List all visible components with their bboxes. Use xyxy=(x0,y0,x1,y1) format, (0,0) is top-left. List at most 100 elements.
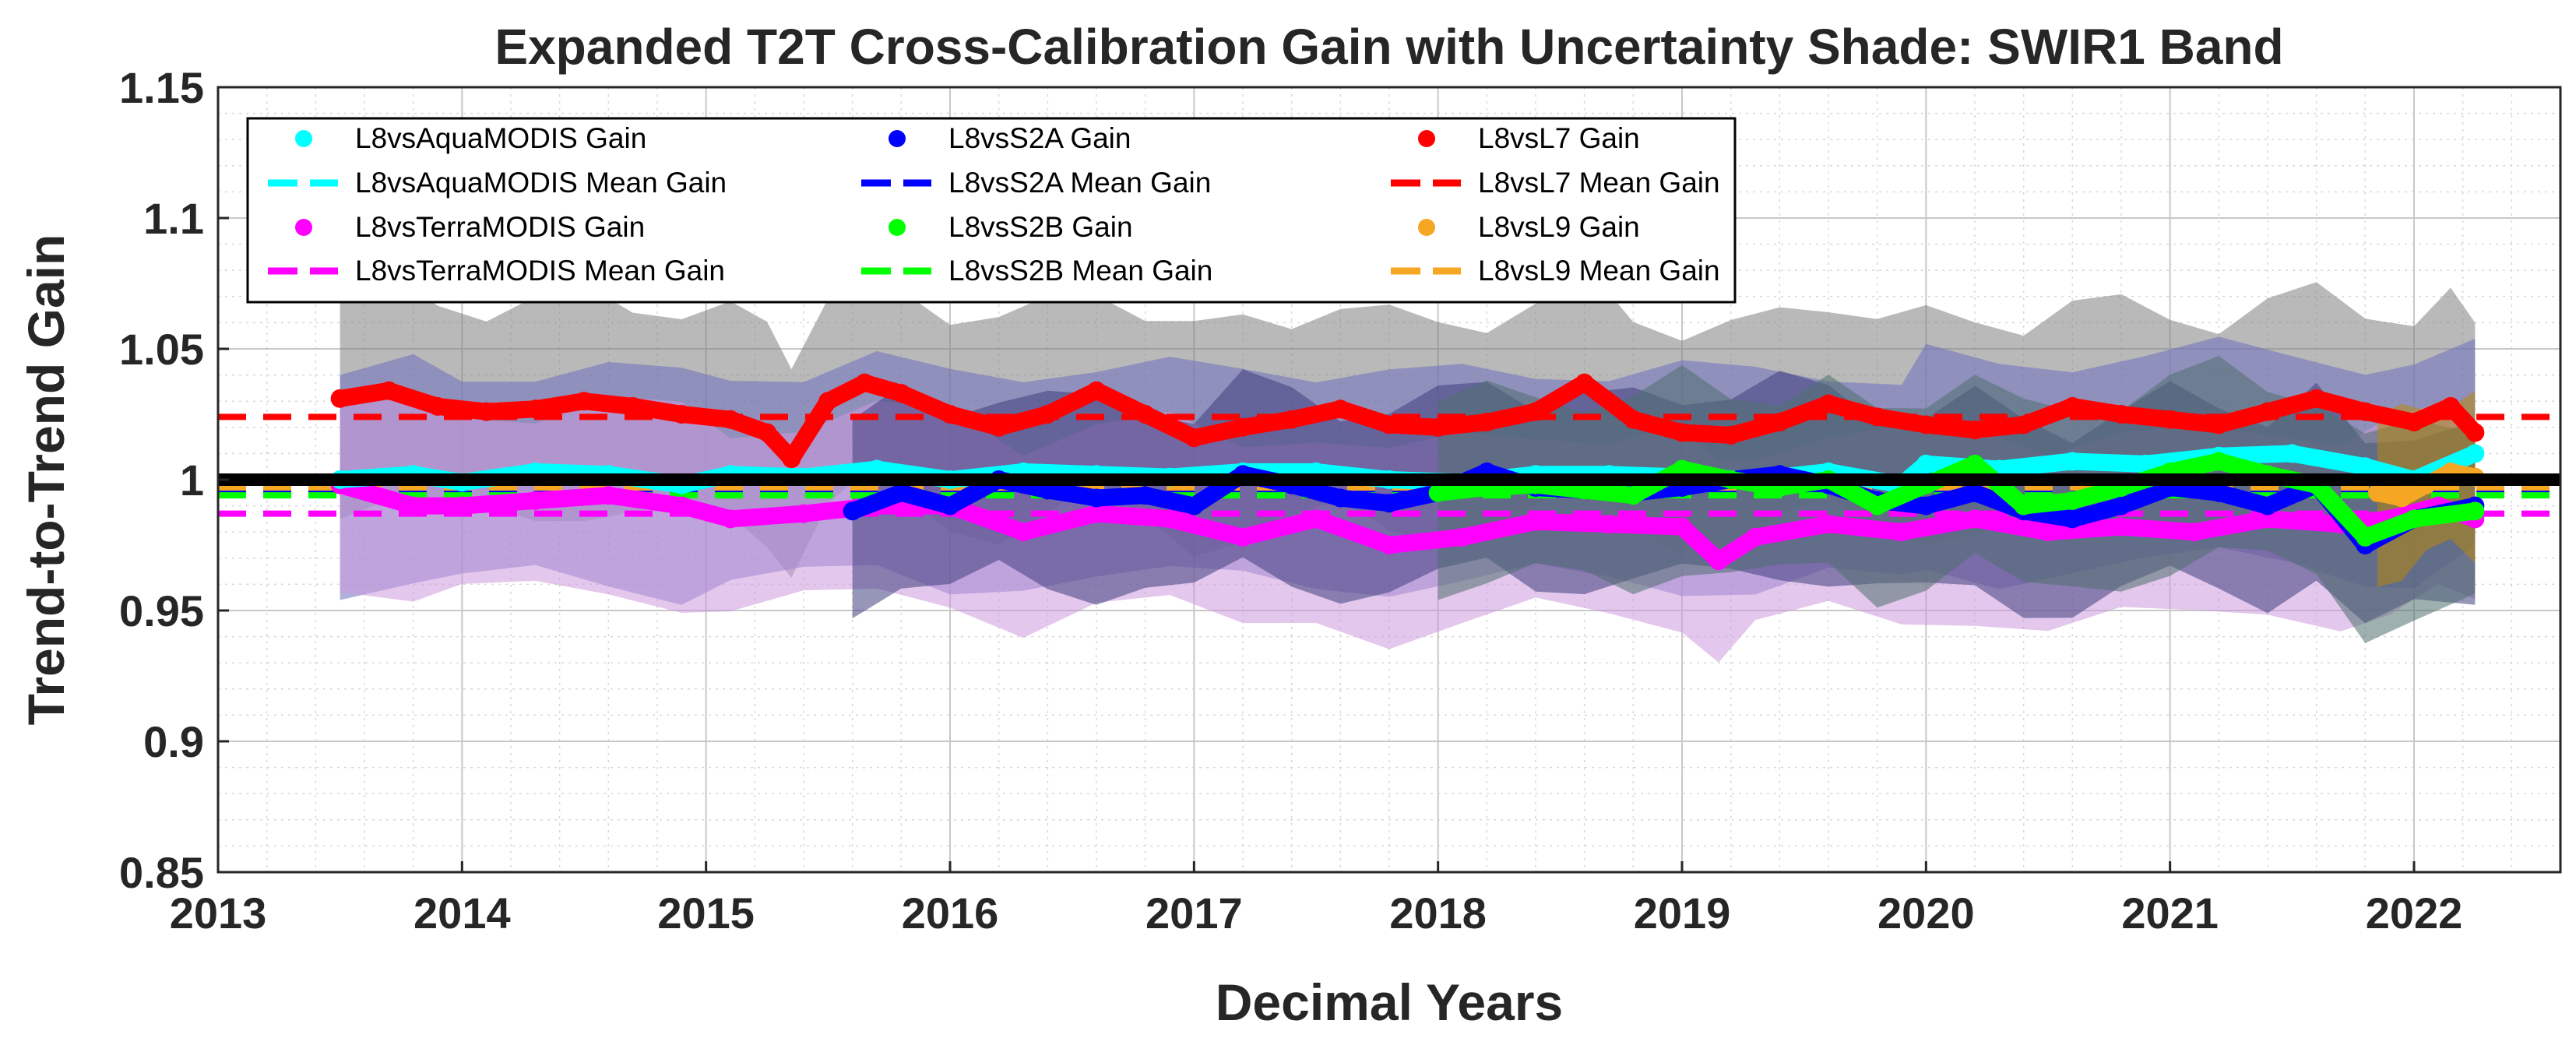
data-point-L8vsTerraMODIS xyxy=(1233,527,1252,547)
data-point-L8vsL7 xyxy=(2307,389,2326,408)
data-point-L8vsL7 xyxy=(2112,405,2131,424)
data-point-L8vsAquaMODIS xyxy=(2356,457,2375,477)
data-point-L8vsL7 xyxy=(782,449,801,469)
x-axis-label: Decimal Years xyxy=(1216,973,1563,1031)
data-point-L8vsL7 xyxy=(379,381,399,400)
data-point-L8vsTerraMODIS xyxy=(1160,509,1179,529)
data-point-L8vsL7 xyxy=(1526,402,1545,421)
chart-title: Expanded T2T Cross-Calibration Gain with… xyxy=(494,19,2283,75)
data-point-L8vsAquaMODIS xyxy=(1916,454,1936,473)
data-point-L8vsL7 xyxy=(477,402,496,421)
data-point-L8vsS2B xyxy=(2356,527,2375,547)
data-point-L8vsL7 xyxy=(1233,417,1252,437)
data-point-L8vsL7 xyxy=(623,396,642,416)
data-point-L8vsTerraMODIS xyxy=(452,496,472,515)
legend-marker-dot xyxy=(1418,219,1435,236)
data-point-L8vsTerraMODIS xyxy=(1965,509,1984,529)
data-point-L8vsL7 xyxy=(1038,405,1057,424)
data-point-L8vsS2A xyxy=(892,483,911,502)
legend-entry-label: L8vsS2A Mean Gain xyxy=(948,167,1211,199)
legend-entry-label: L8vsTerraMODIS Gain xyxy=(355,211,645,243)
data-point-L8vsL7 xyxy=(2405,413,2423,432)
data-point-L8vsS2B xyxy=(2063,491,2082,510)
legend-marker-dot xyxy=(889,130,906,147)
data-point-L8vsL9 xyxy=(2368,483,2387,502)
y-tick-label: 1.15 xyxy=(119,63,204,112)
legend-entry-label: L8vsL9 Mean Gain xyxy=(1478,255,1720,287)
y-axis-ticks: 0.85 0.9 0.95 1 1.05 1.1 1.15 xyxy=(119,63,229,897)
data-point-L8vsTerraMODIS xyxy=(1599,515,1618,534)
data-point-L8vsL7 xyxy=(428,396,447,416)
data-point-L8vsL7 xyxy=(330,389,350,408)
legend-marker-dot xyxy=(889,219,906,236)
data-point-L8vsL7 xyxy=(1673,423,1691,442)
data-point-L8vsL7 xyxy=(989,417,1008,437)
data-point-L8vsS2A xyxy=(1965,483,1984,502)
legend-entry-label: L8vsTerraMODIS Mean Gain xyxy=(355,255,725,287)
data-point-L8vsL7 xyxy=(1721,425,1740,445)
data-point-L8vsL7 xyxy=(2441,396,2460,416)
data-point-L8vsL7 xyxy=(2160,410,2180,429)
data-point-L8vsS2B xyxy=(1428,483,1448,502)
data-point-L8vsTerraMODIS xyxy=(1746,527,1765,547)
data-point-L8vsL7 xyxy=(855,373,875,392)
data-point-L8vsS2B xyxy=(1867,496,1887,515)
y-tick-label: 1.05 xyxy=(119,325,204,374)
data-point-L8vsS2A xyxy=(2258,496,2277,515)
x-tick-label: 2016 xyxy=(902,888,999,938)
data-point-L8vsTerraMODIS xyxy=(1380,536,1399,554)
data-point-L8vsTerraMODIS xyxy=(1819,515,1838,534)
data-point-L8vsL7 xyxy=(1819,394,1838,413)
y-tick-label: 1.1 xyxy=(143,194,204,243)
x-tick-label: 2020 xyxy=(1877,888,1975,938)
data-point-L8vsTerraMODIS xyxy=(1087,504,1106,523)
data-point-L8vsS2A xyxy=(1184,496,1204,515)
data-point-L8vsS2A xyxy=(941,496,959,515)
data-point-L8vsS2B xyxy=(2405,509,2423,529)
data-point-L8vsL7 xyxy=(672,405,692,424)
x-tick-label: 2014 xyxy=(413,888,511,938)
data-point-L8vsL7 xyxy=(2014,415,2033,435)
y-tick-label: 0.85 xyxy=(119,848,204,897)
data-point-L8vsTerraMODIS xyxy=(599,486,618,505)
legend-entry-label: L8vsL7 Gain xyxy=(1478,122,1640,154)
data-point-L8vsL7 xyxy=(1087,381,1106,400)
data-point-L8vsAquaMODIS xyxy=(2465,444,2485,463)
data-point-L8vsL7 xyxy=(1184,428,1204,448)
legend-marker-dot xyxy=(1418,130,1435,147)
data-point-L8vsL7 xyxy=(941,405,959,424)
x-tick-label: 2015 xyxy=(657,888,755,938)
data-point-L8vsL7 xyxy=(575,392,593,411)
data-point-L8vsS2A xyxy=(2063,509,2082,529)
data-point-L8vsL7 xyxy=(526,399,545,419)
data-point-L8vsS2A xyxy=(2112,496,2131,515)
legend-box xyxy=(246,117,1737,304)
legend-entry-label: L8vsAquaMODIS Mean Gain xyxy=(355,167,727,199)
data-point-L8vsL7 xyxy=(818,392,838,411)
y-axis-label: Trend-to-Trend Gain xyxy=(17,234,75,726)
x-axis-ticks: 2013 2014 2015 2016 2017 2018 2019 2020 2021 2022 xyxy=(170,861,2463,938)
data-point-L8vsTerraMODIS xyxy=(2258,509,2277,529)
data-point-L8vsL7 xyxy=(758,423,776,442)
data-point-L8vsTerraMODIS xyxy=(403,496,423,515)
x-tick-label: 2022 xyxy=(2366,888,2463,938)
data-point-L8vsTerraMODIS xyxy=(1014,522,1033,542)
data-point-L8vsTerraMODIS xyxy=(526,491,545,510)
data-point-L8vsS2B xyxy=(2209,452,2229,471)
data-point-L8vsL7 xyxy=(2063,396,2082,416)
data-point-L8vsTerraMODIS xyxy=(1307,509,1325,529)
data-point-L8vsL7 xyxy=(1867,407,1887,427)
data-point-L8vsS2A xyxy=(1087,488,1106,508)
data-point-L8vsL7 xyxy=(892,384,911,403)
x-tick-label: 2013 xyxy=(170,888,267,938)
data-point-L8vsL7 xyxy=(1575,373,1594,392)
legend-marker-dot xyxy=(295,219,312,236)
data-point-L8vsTerraMODIS xyxy=(1709,551,1728,571)
data-point-L8vsL9 xyxy=(2392,488,2412,508)
data-point-L8vsTerraMODIS xyxy=(1892,522,1911,542)
legend-entry-label: L8vsL7 Mean Gain xyxy=(1478,167,1720,199)
data-point-L8vsTerraMODIS xyxy=(672,496,692,515)
data-point-L8vsL7 xyxy=(1770,413,1789,432)
data-point-L8vsL7 xyxy=(2356,402,2375,421)
data-point-L8vsL7 xyxy=(2258,402,2277,421)
